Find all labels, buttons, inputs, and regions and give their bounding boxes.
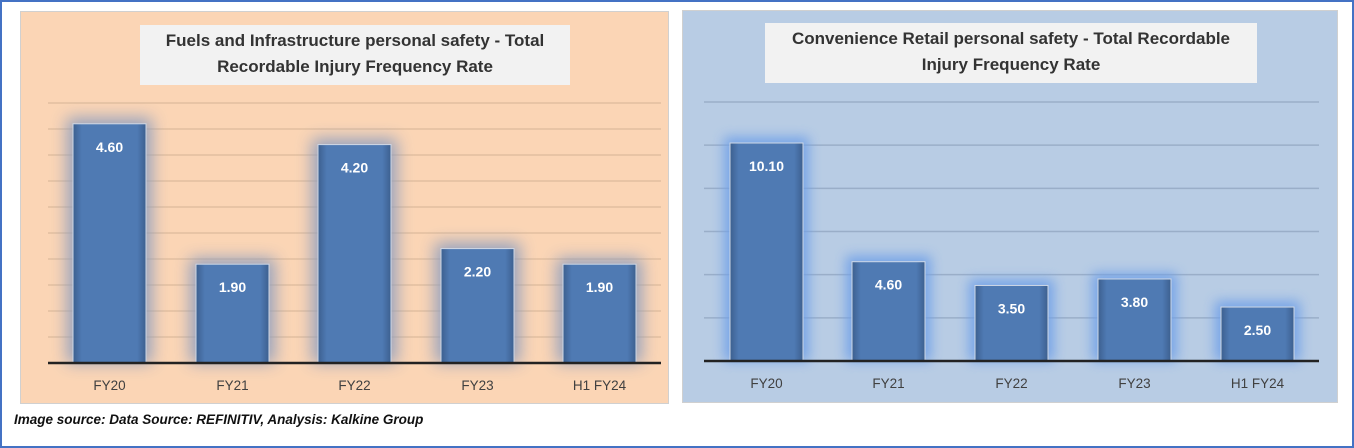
x-tick-label: FY20 (93, 378, 125, 393)
chart-title: Fuels and Infrastructure personal safety… (140, 25, 570, 85)
data-label: 3.50 (998, 300, 1025, 316)
x-tick-label: FY21 (216, 378, 248, 393)
data-label: 4.60 (875, 277, 902, 293)
image-source-caption: Image source: Data Source: REFINITIV, An… (14, 412, 424, 427)
bar-h1-fy24 (562, 263, 637, 364)
data-label: 1.90 (586, 279, 613, 295)
x-tick-label: FY20 (750, 376, 782, 391)
bar-fy22 (974, 284, 1049, 362)
data-label: 1.90 (219, 279, 246, 295)
x-tick-label: H1 FY24 (573, 378, 627, 393)
x-tick-label: FY23 (1118, 376, 1150, 391)
bar-fy21 (195, 263, 270, 364)
bar-fy23 (1097, 278, 1172, 362)
bar-fy21 (851, 261, 926, 362)
fuels-infrastructure-bar-chart: 4.60 FY20 1.90 FY21 4.20 FY22 2.20 FY23 1.90 H1 F… (48, 102, 661, 393)
x-tick-label: FY21 (872, 376, 904, 391)
chart-title: Convenience Retail personal safety - Tot… (765, 23, 1257, 83)
x-tick-label: H1 FY24 (1231, 376, 1285, 391)
x-tick-label: FY22 (995, 376, 1027, 391)
fuels-infrastructure-chart-panel: 4.60 FY20 1.90 FY21 4.20 FY22 2.20 FY23 1.90 H1 F… (20, 11, 669, 404)
data-label: 2.50 (1244, 322, 1271, 338)
bar-fy20 (72, 123, 147, 364)
data-label: 2.20 (464, 264, 491, 280)
convenience-retail-chart-panel: 10.10 FY20 4.60 FY21 3.50 FY22 3.80 FY23 2.50 H1 … (682, 10, 1338, 403)
x-tick-label: FY22 (338, 378, 370, 393)
bar-fy22 (317, 144, 392, 364)
data-label: 10.10 (749, 158, 784, 174)
data-label: 4.20 (341, 160, 368, 176)
convenience-retail-bar-chart: 10.10 FY20 4.60 FY21 3.50 FY22 3.80 FY23 2.50 H1 … (704, 101, 1319, 391)
bar-fy20 (729, 142, 804, 362)
data-label: 3.80 (1121, 294, 1148, 310)
x-tick-label: FY23 (461, 378, 493, 393)
data-label: 4.60 (96, 139, 123, 155)
bar-h1-fy24 (1220, 306, 1295, 362)
bar-fy23 (440, 248, 515, 364)
